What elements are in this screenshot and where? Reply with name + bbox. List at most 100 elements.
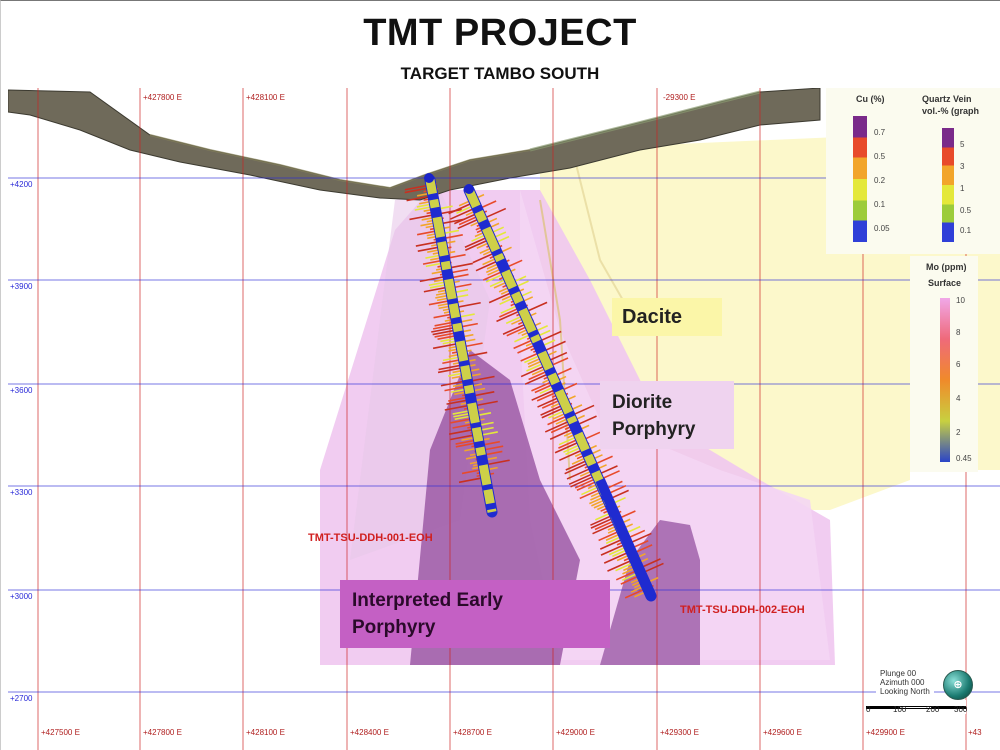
easting-label-bottom-7: +429300 E xyxy=(660,728,699,737)
elevation-label-4200: +4200 xyxy=(10,180,33,189)
cu-tick-0: 0.7 xyxy=(874,128,886,137)
mo-tick-3: 4 xyxy=(956,394,961,403)
assay-tick xyxy=(502,322,528,335)
mo-color-bar xyxy=(940,298,950,462)
easting-label-bottom-8: +429600 E xyxy=(763,728,802,737)
assay-tick xyxy=(472,251,496,264)
diorite-porphyry-label: Diorite Porphyry xyxy=(600,381,734,449)
assay-tick xyxy=(475,259,500,272)
early-porphyry-label-line2: Porphyry xyxy=(352,617,436,638)
scale-tick-300: 300 xyxy=(954,705,968,714)
assay-tick xyxy=(600,543,627,556)
assay-tick xyxy=(559,448,584,462)
assay-tick xyxy=(450,207,476,220)
drillhole-002-label: TMT-TSU-DDH-002-EOH xyxy=(680,604,805,616)
mo-tick-1: 8 xyxy=(956,328,961,337)
scale-tick-200: 200 xyxy=(926,705,940,714)
assay-tick xyxy=(624,588,646,599)
assay-tick xyxy=(465,238,490,251)
assay-tick xyxy=(568,472,595,486)
easting-label-bottom-9: +429900 E xyxy=(866,728,905,737)
early-porphyry-label-line1: Interpreted Early xyxy=(352,590,503,611)
easting-label-bottom-1: +427500 E xyxy=(41,728,80,737)
elevation-label-3600: +3600 xyxy=(10,386,33,395)
view-plunge: Plunge 00 xyxy=(880,669,917,678)
diorite-label-line2: Porphyry xyxy=(612,419,696,440)
easting-label-bottom-10: +43 xyxy=(968,728,982,737)
assay-tick xyxy=(524,372,550,385)
cu-legend: Cu (%) 0.7 0.5 0.2 0.1 0.05 xyxy=(826,88,906,254)
early-porphyry-label: Interpreted Early Porphyry xyxy=(340,580,610,648)
view-azimuth: Azimuth 000 xyxy=(880,678,925,687)
assay-tick xyxy=(531,388,557,401)
cu-tick-4: 0.05 xyxy=(874,224,890,233)
drillhole-001-trace xyxy=(404,173,510,518)
assay-tick xyxy=(540,404,564,416)
page-title: TMT PROJECT xyxy=(363,12,637,54)
easting-label-top-1: +427800 E xyxy=(143,93,182,102)
assay-tick xyxy=(454,212,479,225)
mo-legend-title-1: Mo (ppm) xyxy=(926,262,967,272)
cu-legend-title: Cu (%) xyxy=(856,94,885,104)
cu-tick-1: 0.5 xyxy=(874,152,886,161)
easting-label-bottom-4: +428400 E xyxy=(350,728,389,737)
assay-tick xyxy=(603,551,630,564)
dacite-label: Dacite xyxy=(612,298,722,336)
qv-color-bar xyxy=(942,128,954,242)
view-orientation: Plunge 00 Azimuth 000 Looking North xyxy=(876,667,934,698)
assay-tick xyxy=(599,538,624,550)
assay-tick xyxy=(541,406,566,419)
north-globe-icon: ⊕ xyxy=(943,670,973,700)
qv-tick-2: 1 xyxy=(960,184,965,193)
easting-label-bottom-3: +428100 E xyxy=(246,728,285,737)
scale-tick-0: 0 xyxy=(866,705,871,714)
easting-label-bottom-6: +429000 E xyxy=(556,728,595,737)
easting-label-top-2: +428100 E xyxy=(246,93,285,102)
easting-gridlines xyxy=(37,88,967,750)
assay-tick xyxy=(615,569,638,581)
mo-tick-4: 2 xyxy=(956,428,961,437)
qv-tick-0: 5 xyxy=(960,140,965,149)
assay-tick xyxy=(564,461,590,475)
scale-bar xyxy=(866,700,966,714)
mo-tick-2: 6 xyxy=(956,360,961,369)
assay-tick xyxy=(590,517,615,529)
assay-tick xyxy=(579,488,602,500)
assay-tick xyxy=(520,364,547,378)
assay-tick xyxy=(598,530,621,542)
qv-tick-1: 3 xyxy=(960,162,965,171)
easting-label-top-3: -29300 E xyxy=(663,93,696,102)
mo-legend: Mo (ppm) Surface 10 8 6 4 2 0.45 xyxy=(910,256,978,472)
assay-tick xyxy=(565,459,589,471)
assay-tick xyxy=(592,522,617,535)
mo-tick-5: 0.45 xyxy=(956,454,972,463)
assay-tick xyxy=(496,309,522,323)
assay-tick xyxy=(488,291,514,304)
assay-tick xyxy=(554,440,581,454)
qv-legend-title-2: vol.-% (graph xyxy=(922,106,980,116)
assay-tick xyxy=(544,419,571,433)
assay-tick xyxy=(570,475,596,488)
mo-tick-0: 10 xyxy=(956,296,965,305)
assay-tick xyxy=(537,396,561,408)
assay-tick xyxy=(607,559,634,572)
cu-tick-3: 0.1 xyxy=(874,200,886,209)
easting-label-bottom-5: +428700 E xyxy=(453,728,492,737)
qv-tick-4: 0.1 xyxy=(960,226,972,235)
drillhole-002-trace xyxy=(448,184,664,602)
assay-tick xyxy=(576,480,598,491)
assay-tick xyxy=(531,380,554,392)
quartz-vein-legend: Quartz Vein vol.-% (graph 5 3 1 0.5 0.1 xyxy=(906,88,1000,254)
qv-legend-title-1: Quartz Vein xyxy=(922,94,972,104)
view-looking: Looking North xyxy=(880,687,930,696)
diorite-label-line1: Diorite xyxy=(612,392,673,413)
elevation-label-3900: +3900 xyxy=(10,282,33,291)
page-subtitle: TARGET TAMBO SOUTH xyxy=(400,64,600,83)
drillhole-001-label: TMT-TSU-DDH-001-EOH xyxy=(308,532,433,544)
qv-tick-3: 0.5 xyxy=(960,206,972,215)
scale-tick-100: 100 xyxy=(893,705,907,714)
cu-tick-2: 0.2 xyxy=(874,176,886,185)
easting-label-bottom-2: +427800 E xyxy=(143,728,182,737)
